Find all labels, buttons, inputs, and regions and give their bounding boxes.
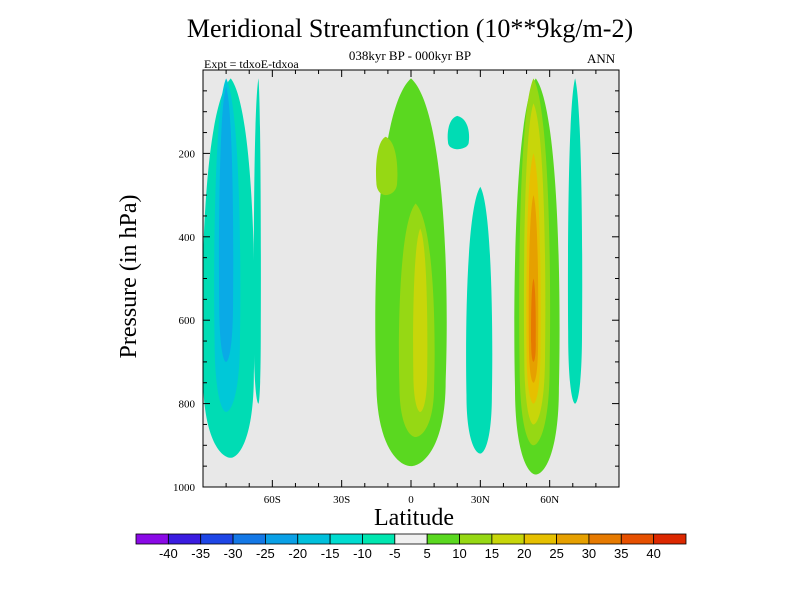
colorbar-label: -30 bbox=[224, 546, 243, 561]
contour-nh-positive-30 bbox=[531, 278, 536, 362]
colorbar-label: 20 bbox=[517, 546, 531, 561]
x-tick-label: 60S bbox=[264, 494, 281, 506]
colorbar-swatch bbox=[523, 533, 557, 545]
colorbar-swatch bbox=[620, 533, 655, 545]
contour-sh-narrow-band bbox=[253, 78, 261, 404]
x-axis-title: Latitude bbox=[374, 505, 454, 531]
colorbar-swatch bbox=[426, 533, 460, 545]
contour-sh-cell-core bbox=[218, 86, 234, 362]
x-tick-label: 0 bbox=[408, 494, 414, 506]
colorbar-label: 15 bbox=[485, 546, 499, 561]
y-tick-label: 1000 bbox=[173, 482, 196, 494]
colorbar-swatch bbox=[491, 533, 525, 545]
colorbar-label: -10 bbox=[353, 546, 372, 561]
contour-tropical-negative-lower bbox=[466, 186, 493, 454]
colorbar-swatch bbox=[135, 533, 169, 545]
colorbar-swatch bbox=[265, 533, 299, 545]
colorbar-swatch bbox=[653, 533, 687, 545]
experiment-label: Expt = tdxoE-tdxoa bbox=[204, 57, 299, 71]
colorbar-label: -40 bbox=[159, 546, 178, 561]
colorbar-swatch bbox=[167, 533, 202, 545]
x-tick-label: 30S bbox=[333, 494, 350, 506]
colorbar-label: 25 bbox=[549, 546, 563, 561]
colorbar-label: 5 bbox=[424, 546, 431, 561]
colorbar-swatch bbox=[362, 533, 396, 545]
colorbar-swatch bbox=[200, 533, 234, 545]
colorbar-swatch bbox=[297, 533, 331, 545]
y-tick-label: 400 bbox=[179, 232, 196, 244]
colorbar-label: 35 bbox=[614, 546, 628, 561]
colorbar-label: -15 bbox=[321, 546, 340, 561]
contour-equatorial-15-core bbox=[413, 228, 428, 412]
colorbar-label: -5 bbox=[389, 546, 401, 561]
x-tick-label: 30N bbox=[471, 494, 490, 506]
y-tick-label: 200 bbox=[179, 148, 196, 160]
x-tick-label: 60N bbox=[540, 494, 559, 506]
colorbar-label: -20 bbox=[288, 546, 307, 561]
contour-equatorial-10-upper bbox=[376, 136, 398, 196]
colorbar-swatch bbox=[329, 533, 363, 545]
contour-fills bbox=[203, 78, 583, 475]
y-tick-label: 800 bbox=[179, 399, 196, 411]
contour-nh-negative-band bbox=[567, 78, 583, 404]
chart-subtitle: 038kyr BP - 000kyr BP bbox=[348, 48, 472, 63]
contour-tropical-negative-upper bbox=[447, 115, 470, 150]
colorbar-label: 10 bbox=[452, 546, 466, 561]
colorbar-label: -35 bbox=[191, 546, 210, 561]
y-tick-label: 600 bbox=[179, 315, 196, 327]
chart-title: Meridional Streamfunction (10**9kg/m-2) bbox=[186, 14, 634, 43]
colorbar-swatch bbox=[394, 533, 428, 545]
colorbar-swatch bbox=[232, 533, 266, 545]
colorbar-swatch bbox=[459, 533, 493, 545]
colorbar-swatch bbox=[556, 533, 590, 545]
colorbar-label: 30 bbox=[582, 546, 596, 561]
y-axis-title: Pressure (in hPa) bbox=[116, 195, 142, 359]
colorbar-label: -25 bbox=[256, 546, 275, 561]
colorbar-swatch bbox=[588, 533, 622, 545]
season-label: ANN bbox=[587, 51, 616, 66]
colorbar-label: 40 bbox=[646, 546, 660, 561]
